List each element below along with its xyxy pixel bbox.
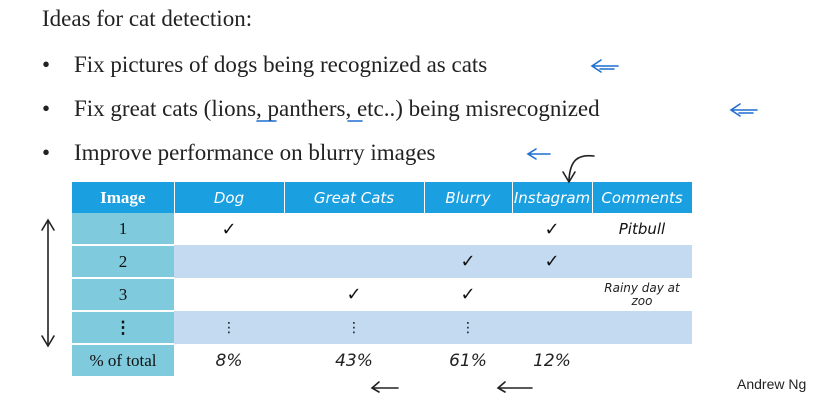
table-header-row: Image Dog Great Cats Blurry Instagram Co… bbox=[72, 182, 693, 213]
cell-instagram bbox=[512, 278, 592, 311]
left-arrow-icon bbox=[496, 381, 533, 393]
total-great-cats: 43% bbox=[284, 344, 424, 377]
cell-blurry bbox=[424, 213, 512, 245]
cell-comments: Pitbull bbox=[618, 220, 666, 238]
cell-blurry: ✓ bbox=[460, 284, 476, 305]
cell-instagram bbox=[512, 311, 592, 344]
total-label: % of total bbox=[72, 344, 174, 378]
header-comments: Comments bbox=[592, 182, 693, 213]
cell-dog: ✓ bbox=[221, 218, 237, 240]
cell-comments bbox=[592, 245, 692, 278]
header-blurry: Blurry bbox=[424, 182, 513, 213]
row-image-id: 1 bbox=[72, 213, 174, 246]
cell-comments: Rainy day at zoo bbox=[604, 280, 680, 308]
table-row: 2 ✓ ✓ bbox=[72, 245, 692, 279]
cell-comments bbox=[592, 311, 692, 344]
total-comments bbox=[592, 344, 692, 377]
slide-title: Ideas for cat detection: bbox=[42, 6, 253, 31]
table-row: 3 ✓ ✓ Rainy day at zoo bbox=[72, 278, 692, 312]
table-row: ⋮ ⋮ ⋮ ⋮ bbox=[72, 311, 692, 345]
bullet-symbol: • bbox=[42, 140, 51, 165]
cell-great-cats: ✓ bbox=[346, 284, 362, 305]
bullet-blurry: • Improve performance on blurry images bbox=[42, 140, 435, 166]
bullet-text: Improve performance on blurry images bbox=[74, 140, 436, 165]
total-instagram: 12% bbox=[512, 344, 592, 377]
cell-great-cats bbox=[284, 213, 424, 245]
total-blurry: 61% bbox=[424, 344, 512, 377]
row-image-id: 3 bbox=[72, 278, 174, 312]
header-instagram: Instagram bbox=[512, 182, 593, 213]
table-row: 1 ✓ ✓ Pitbull bbox=[72, 213, 692, 246]
bullet-text: Fix great cats (lions, panthers, etc..) … bbox=[74, 96, 600, 121]
total-row: % of total 8% 43% 61% 12% bbox=[72, 344, 692, 378]
bullet-symbol: • bbox=[42, 52, 51, 77]
left-arrow-icon bbox=[526, 148, 551, 160]
bullet-dogs: • Fix pictures of dogs being recognized a… bbox=[42, 52, 487, 78]
cell-great-cats bbox=[284, 245, 424, 278]
curved-down-arrow-icon bbox=[562, 154, 595, 184]
header-dog: Dog bbox=[174, 182, 285, 213]
cell-instagram: ✓ bbox=[512, 245, 592, 278]
cell-great-cats: ⋮ bbox=[284, 311, 424, 344]
total-dog: 8% bbox=[174, 344, 284, 377]
cell-instagram: ✓ bbox=[544, 218, 560, 240]
left-arrow-icon bbox=[370, 381, 399, 393]
row-image-id: 2 bbox=[72, 245, 174, 279]
row-image-id: ⋮ bbox=[72, 311, 174, 345]
cell-dog bbox=[174, 278, 284, 311]
bullet-text: Fix pictures of dogs being recognized as… bbox=[74, 52, 488, 77]
vertical-double-arrow-icon bbox=[41, 218, 55, 348]
cell-blurry: ⋮ bbox=[424, 311, 512, 344]
cell-blurry: ✓ bbox=[424, 245, 512, 278]
error-analysis-table: Image Dog Great Cats Blurry Instagram Co… bbox=[72, 182, 693, 378]
header-image: Image bbox=[72, 182, 175, 213]
bullet-great-cats: • Fix great cats (lions, panthers, etc..)… bbox=[42, 96, 600, 122]
left-arrow-icon bbox=[729, 103, 758, 117]
header-great-cats: Great Cats bbox=[284, 182, 425, 213]
cell-dog bbox=[174, 245, 284, 278]
bullet-symbol: • bbox=[42, 96, 51, 121]
author-signature: Andrew Ng bbox=[737, 376, 807, 392]
cell-dog: ⋮ bbox=[174, 311, 284, 344]
left-arrow-icon bbox=[590, 59, 619, 73]
